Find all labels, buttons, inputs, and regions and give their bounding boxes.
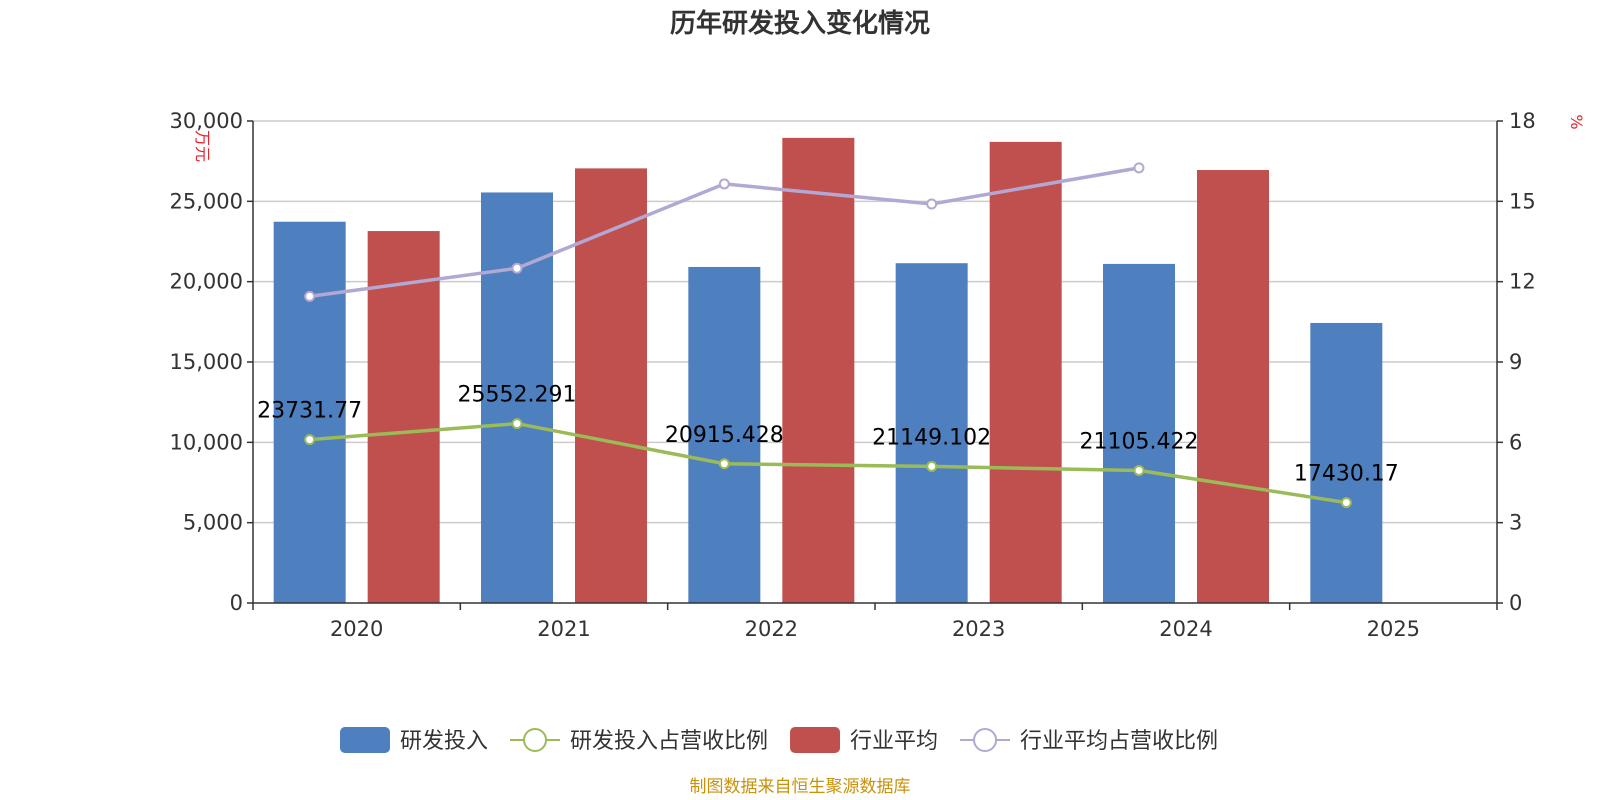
line-point [926, 198, 938, 210]
left-tick-label: 20,000 [170, 270, 243, 294]
chart-title: 历年研发投入变化情况 [670, 8, 930, 39]
bar-industry-2023 [989, 141, 1062, 604]
left-tick-label: 10,000 [170, 430, 243, 454]
line-point [511, 262, 523, 274]
left-tick-label: 30,000 [170, 109, 243, 133]
legend-swatch-marker [523, 728, 548, 752]
bar-rd-2025 [1310, 322, 1383, 603]
right-tick-label: 6 [1509, 430, 1522, 454]
data-label: 17430.17 [1294, 462, 1399, 487]
legend-swatch [340, 727, 390, 753]
left-tick-label: 25,000 [170, 189, 243, 213]
bar-industry-2021 [575, 168, 647, 603]
left-tick-label: 15,000 [170, 350, 243, 374]
legend-label: 行业平均 [850, 729, 938, 754]
data-label: 21105.422 [1080, 429, 1199, 454]
left-axis-ticks: 0 5,000 10,000 15,000 20,000 25,000 30,000 [170, 109, 243, 615]
right-axis-unit: % [1567, 114, 1586, 129]
line-series-rd-ratio [309, 421, 1347, 505]
legend-swatch [790, 727, 841, 753]
line-point [1340, 497, 1352, 509]
legend: 研发投入 研发投入占营收比例 行业平均 行业平均占营收比例 [340, 727, 1218, 754]
line-point [511, 418, 523, 430]
bar-rd-2022 [688, 266, 761, 603]
x-tick-label: 2020 [330, 617, 383, 641]
line-point [1133, 464, 1145, 476]
axes [247, 120, 1503, 610]
right-tick-label: 15 [1509, 189, 1536, 213]
legend-label: 行业平均占营收比例 [1020, 729, 1218, 754]
data-labels: 23731.77 25552.291 20915.428 21149.102 21105… [257, 383, 1399, 487]
line-point [926, 460, 938, 472]
line-point [718, 178, 730, 190]
bar-rd-2024 [1103, 263, 1175, 603]
line-point [304, 290, 316, 302]
data-label: 25552.291 [458, 383, 577, 408]
x-tick-label: 2025 [1367, 617, 1420, 641]
x-tick-label: 2022 [745, 617, 798, 641]
x-tick-label: 2021 [537, 617, 590, 641]
bar-industry-2020 [367, 231, 440, 603]
line-point [718, 458, 730, 470]
bar-rd-2023 [895, 263, 968, 603]
bar-rd-2021 [481, 192, 553, 604]
line-point [304, 434, 316, 446]
right-tick-label: 3 [1509, 511, 1522, 535]
data-label: 21149.102 [872, 425, 991, 450]
grid-lines [253, 120, 1497, 524]
left-tick-label: 0 [230, 591, 243, 615]
left-axis-unit: 万元 [193, 130, 212, 162]
right-tick-label: 12 [1509, 270, 1536, 294]
data-label: 20915.428 [665, 423, 784, 448]
right-tick-label: 18 [1509, 109, 1536, 133]
x-tick-label: 2023 [952, 617, 1005, 641]
line-point [1133, 162, 1145, 174]
x-tick-label: 2024 [1159, 617, 1212, 641]
legend-swatch-marker [973, 728, 998, 752]
right-axis-ticks: 0 3 6 9 12 15 18 [1509, 109, 1536, 615]
legend-label: 研发投入占营收比例 [570, 729, 768, 754]
series-lines [304, 162, 1352, 509]
bars [273, 137, 1383, 604]
source-note: 制图数据来自恒生聚源数据库 [690, 777, 911, 797]
left-tick-label: 5,000 [183, 511, 243, 535]
bar-rd-2020 [273, 221, 346, 603]
bar-industry-2022 [782, 137, 855, 603]
right-tick-label: 9 [1509, 350, 1522, 374]
legend-label: 研发投入 [400, 729, 488, 754]
x-axis-ticks: 2020 2021 2022 2023 2024 2025 [330, 617, 1420, 641]
right-tick-label: 0 [1509, 591, 1522, 615]
data-label: 23731.77 [257, 399, 362, 424]
bar-industry-2024 [1197, 170, 1269, 603]
